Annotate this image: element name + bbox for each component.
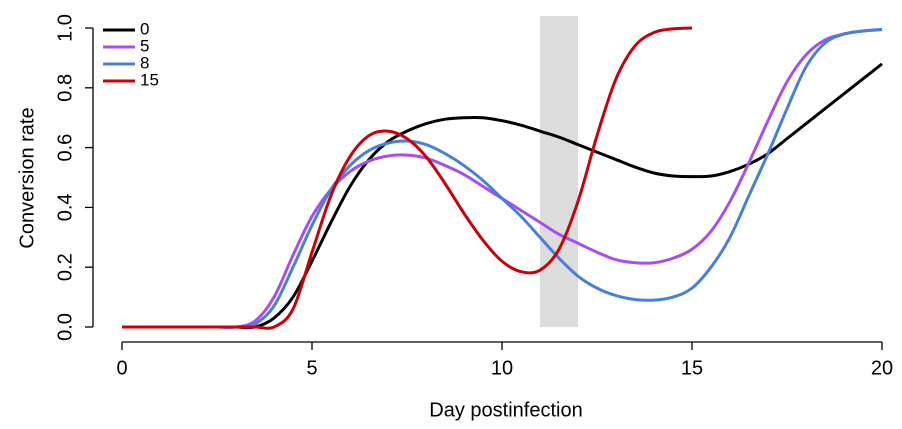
x-tick-label: 15: [681, 357, 703, 379]
series-line: [122, 62, 883, 330]
y-axis-title: Conversion rate: [16, 107, 38, 248]
x-tick-label: 10: [491, 357, 513, 379]
x-axis-title: Day postinfection: [429, 399, 582, 421]
x-tick-label: 5: [306, 357, 317, 379]
x-tick-label: 20: [871, 357, 893, 379]
y-tick-label: 0.0: [54, 313, 76, 341]
y-tick-label: 0.2: [54, 253, 76, 281]
x-tick-label: 0: [116, 357, 127, 379]
y-tick-label: 1.0: [54, 14, 76, 42]
legend-label: 5: [140, 36, 149, 55]
highlight-band: [540, 16, 578, 327]
series-line: [122, 27, 883, 329]
legend-label: 15: [140, 70, 159, 89]
legend-label: 8: [140, 53, 149, 72]
y-tick-label: 0.4: [54, 193, 76, 221]
legend-label: 0: [140, 19, 149, 38]
y-tick-label: 0.6: [54, 134, 76, 162]
y-tick-label: 0.8: [54, 74, 76, 102]
series-line: [122, 27, 883, 329]
series-line: [122, 26, 693, 330]
